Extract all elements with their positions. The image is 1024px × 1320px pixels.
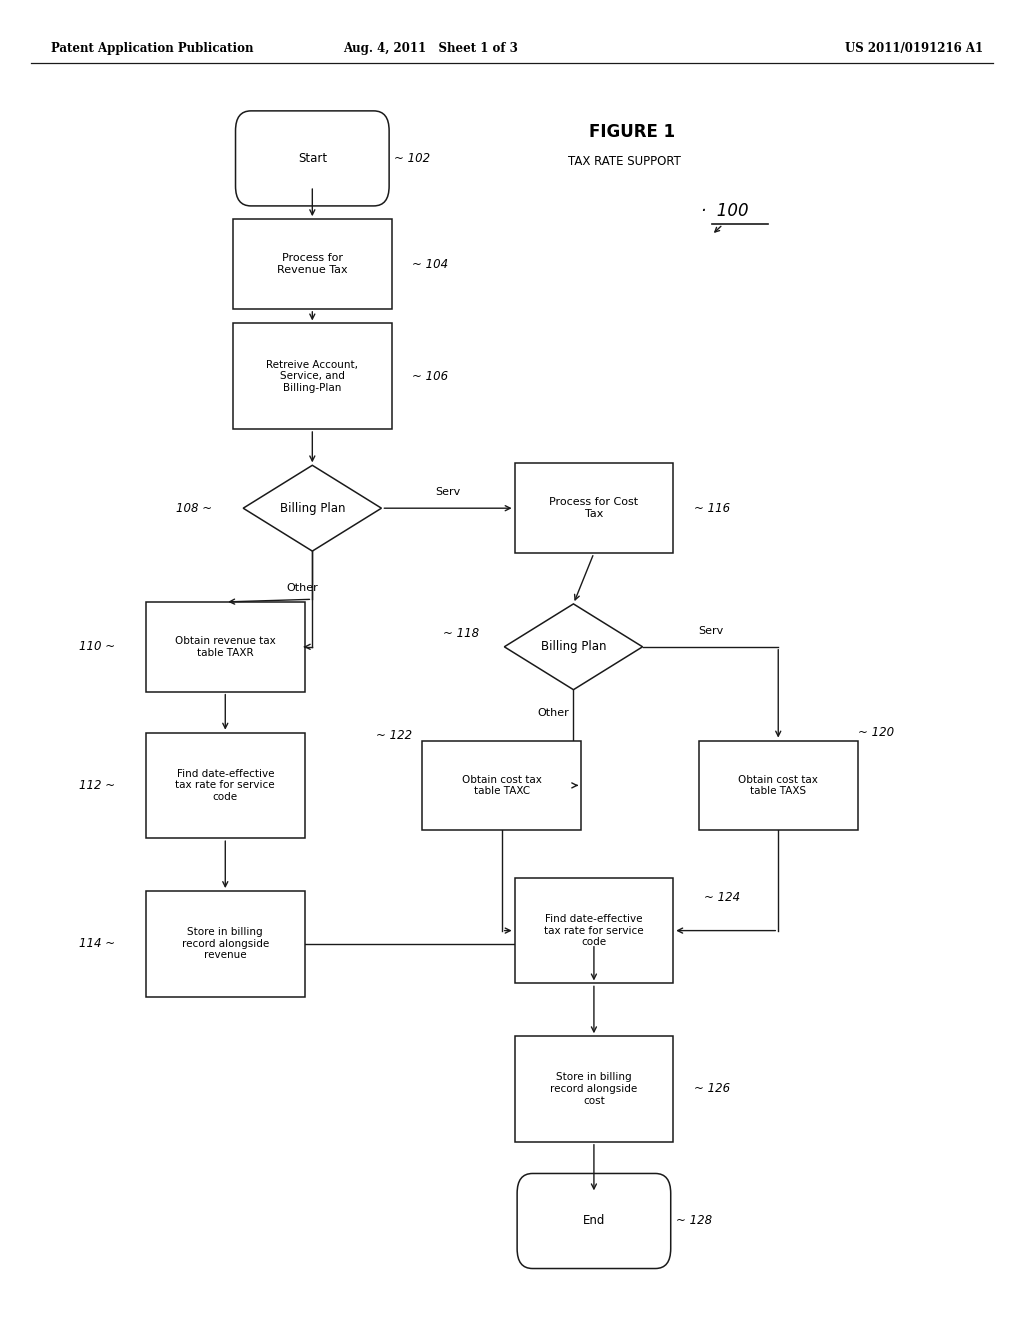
Text: ~ 104: ~ 104 bbox=[412, 257, 449, 271]
Text: ~ 118: ~ 118 bbox=[443, 627, 479, 640]
Text: FIGURE 1: FIGURE 1 bbox=[589, 123, 675, 141]
Text: Obtain cost tax
table TAXS: Obtain cost tax table TAXS bbox=[738, 775, 818, 796]
Text: Serv: Serv bbox=[435, 487, 461, 498]
Text: Billing Plan: Billing Plan bbox=[280, 502, 345, 515]
Text: Aug. 4, 2011   Sheet 1 of 3: Aug. 4, 2011 Sheet 1 of 3 bbox=[343, 42, 517, 55]
FancyBboxPatch shape bbox=[232, 323, 391, 429]
FancyBboxPatch shape bbox=[517, 1173, 671, 1269]
Text: Find date-effective
tax rate for service
code: Find date-effective tax rate for service… bbox=[175, 768, 275, 803]
Text: ~ 116: ~ 116 bbox=[694, 502, 730, 515]
FancyBboxPatch shape bbox=[514, 878, 674, 983]
Text: Find date-effective
tax rate for service
code: Find date-effective tax rate for service… bbox=[544, 913, 644, 948]
Text: Start: Start bbox=[298, 152, 327, 165]
FancyBboxPatch shape bbox=[232, 219, 391, 309]
Text: End: End bbox=[583, 1214, 605, 1228]
Text: Process for Cost
Tax: Process for Cost Tax bbox=[549, 498, 639, 519]
Text: 110 ~: 110 ~ bbox=[79, 640, 115, 653]
Text: 114 ~: 114 ~ bbox=[79, 937, 115, 950]
Text: Retreive Account,
Service, and
Billing-Plan: Retreive Account, Service, and Billing-P… bbox=[266, 359, 358, 393]
Text: ·  100: · 100 bbox=[701, 202, 750, 220]
Text: ~ 106: ~ 106 bbox=[412, 370, 449, 383]
FancyBboxPatch shape bbox=[422, 741, 582, 830]
Text: ~ 120: ~ 120 bbox=[858, 726, 894, 739]
Text: Serv: Serv bbox=[697, 626, 723, 636]
FancyBboxPatch shape bbox=[698, 741, 858, 830]
FancyBboxPatch shape bbox=[146, 891, 305, 997]
Text: ~ 102: ~ 102 bbox=[394, 152, 430, 165]
Polygon shape bbox=[244, 466, 381, 552]
Text: ~ 126: ~ 126 bbox=[694, 1082, 730, 1096]
Text: ~ 128: ~ 128 bbox=[676, 1214, 712, 1228]
FancyBboxPatch shape bbox=[514, 1036, 674, 1142]
Text: Other: Other bbox=[286, 583, 318, 593]
Text: Other: Other bbox=[537, 709, 569, 718]
Text: Store in billing
record alongside
revenue: Store in billing record alongside revenu… bbox=[181, 927, 269, 961]
Text: Obtain cost tax
table TAXC: Obtain cost tax table TAXC bbox=[462, 775, 542, 796]
Text: TAX RATE SUPPORT: TAX RATE SUPPORT bbox=[568, 154, 681, 168]
Text: ~ 122: ~ 122 bbox=[377, 729, 413, 742]
FancyBboxPatch shape bbox=[236, 111, 389, 206]
Text: Billing Plan: Billing Plan bbox=[541, 640, 606, 653]
Text: Store in billing
record alongside
cost: Store in billing record alongside cost bbox=[550, 1072, 638, 1106]
Text: 112 ~: 112 ~ bbox=[79, 779, 115, 792]
Text: 108 ~: 108 ~ bbox=[176, 502, 213, 515]
Text: Patent Application Publication: Patent Application Publication bbox=[51, 42, 254, 55]
Text: ~ 124: ~ 124 bbox=[705, 891, 740, 904]
Text: Obtain revenue tax
table TAXR: Obtain revenue tax table TAXR bbox=[175, 636, 275, 657]
Polygon shape bbox=[505, 605, 643, 689]
Text: US 2011/0191216 A1: US 2011/0191216 A1 bbox=[845, 42, 983, 55]
Text: Process for
Revenue Tax: Process for Revenue Tax bbox=[278, 253, 347, 275]
FancyBboxPatch shape bbox=[146, 733, 305, 838]
FancyBboxPatch shape bbox=[514, 463, 674, 553]
FancyBboxPatch shape bbox=[146, 602, 305, 692]
